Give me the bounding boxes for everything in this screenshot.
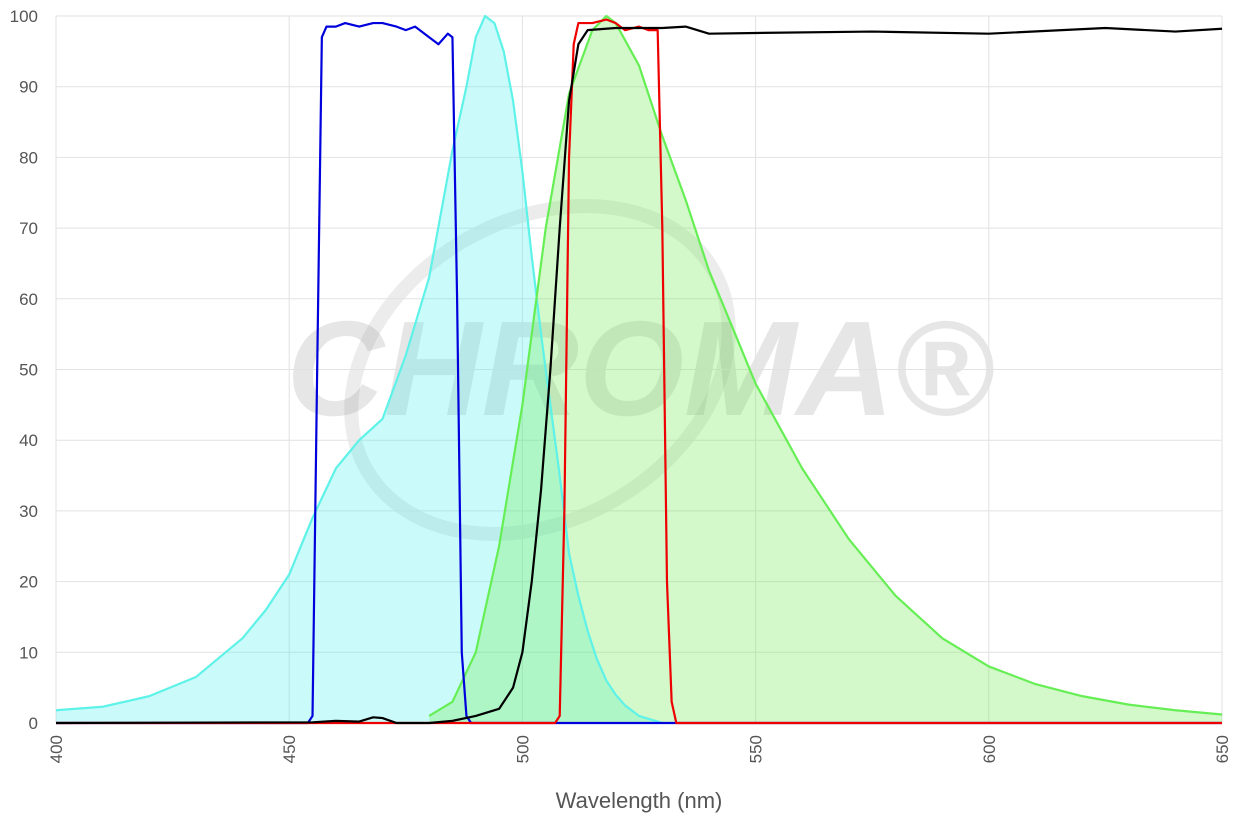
area [429, 16, 1222, 723]
line [55, 14, 663, 725]
watermark-swoosh [344, 199, 736, 541]
line [56, 18, 1222, 725]
line [56, 21, 1222, 725]
line [428, 14, 1223, 717]
y-tick-label: 100 [10, 7, 38, 26]
y-tick-label: 50 [19, 361, 38, 380]
y-tick-label: 20 [19, 573, 38, 592]
y-tick-label: 90 [19, 78, 38, 97]
x-tick-label: 600 [980, 735, 999, 763]
y-tick-label: 60 [19, 290, 38, 309]
y-tick-label: 10 [19, 643, 38, 662]
y-tick-label: 40 [19, 431, 38, 450]
x-tick-label: 550 [747, 735, 766, 763]
y-tick-label: 80 [19, 148, 38, 167]
watermark: CHROMA® [287, 293, 994, 444]
area [56, 16, 663, 723]
x-tick-label: 450 [280, 735, 299, 763]
x-tick-label: 500 [513, 735, 532, 763]
y-tick-label: 70 [19, 219, 38, 238]
x-axis-label: Wavelength (nm) [556, 788, 723, 813]
x-tick-label: 650 [1213, 735, 1232, 763]
y-tick-label: 30 [19, 502, 38, 521]
line [55, 25, 1223, 725]
x-tick-label: 400 [47, 735, 66, 763]
y-tick-label: 0 [29, 714, 38, 733]
